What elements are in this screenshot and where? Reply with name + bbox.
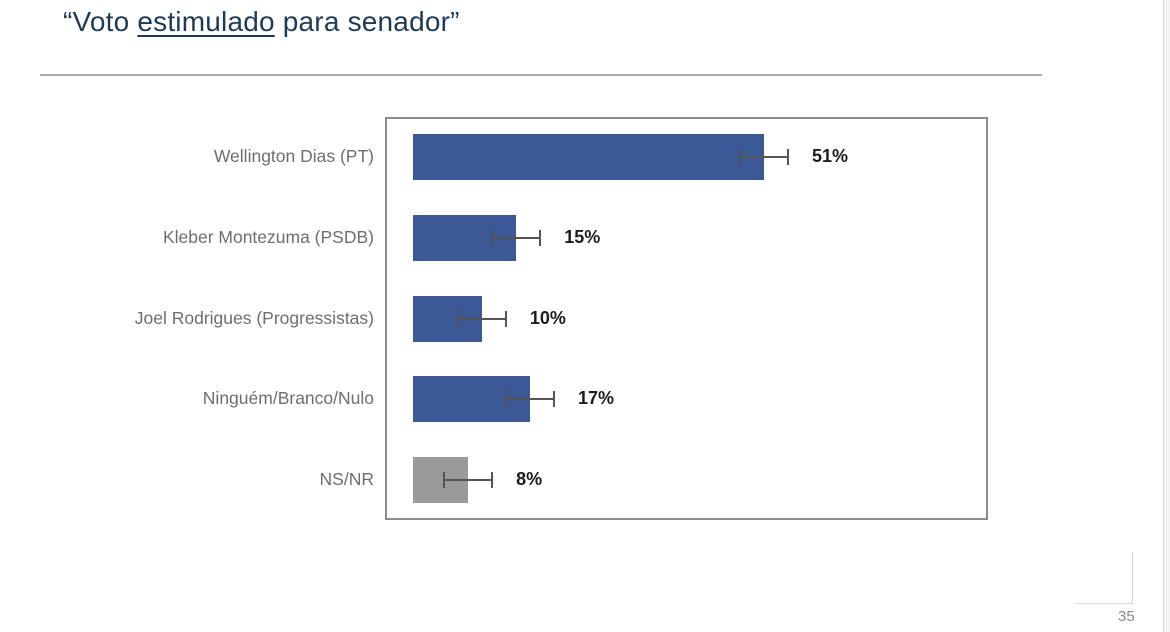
title-divider [40,74,1042,76]
category-label: Joel Rodrigues (Progressistas) [134,307,374,328]
error-bar-cap-right [786,149,789,166]
error-bar-line [457,317,506,320]
error-bar-line [443,478,493,481]
error-bar-line [492,236,541,239]
value-label: 17% [578,388,615,409]
error-bar-cap-right [504,310,507,327]
title-text-after: para senador” [274,6,460,37]
category-label: Wellington Dias (PT) [213,146,374,167]
category-label: Ninguém/Branco/Nulo [202,388,374,409]
error-bar-cap-right [539,229,542,246]
error-bar-cap-left [738,149,741,166]
error-bar-cap-left [442,471,445,488]
error-bar-line [505,398,555,401]
error-bar-cap-right [553,391,556,408]
bar [413,134,764,181]
error-bar-cap-left [504,391,507,408]
error-bar-cap-left [491,229,494,246]
page-number: 35 [1118,608,1135,625]
category-label: Kleber Montezuma (PSDB) [162,226,374,247]
category-label: NS/NR [319,468,374,489]
title-text-before: “Voto [63,6,138,37]
error-bar-line [739,156,788,159]
error-bar-cap-right [491,471,494,488]
slide-title: “Voto estimulado para senador” [63,6,460,38]
value-label: 51% [811,146,848,167]
placeholder-corner-vertical-line [1132,552,1133,604]
value-label: 10% [529,307,566,328]
page-edge-strip [1163,0,1170,632]
error-bar-cap-left [456,310,459,327]
placeholder-corner-horizontal-line [1075,603,1133,604]
value-label: 8% [516,468,543,489]
value-label: 15% [564,226,601,247]
title-text-underlined: estimulado [137,6,275,37]
